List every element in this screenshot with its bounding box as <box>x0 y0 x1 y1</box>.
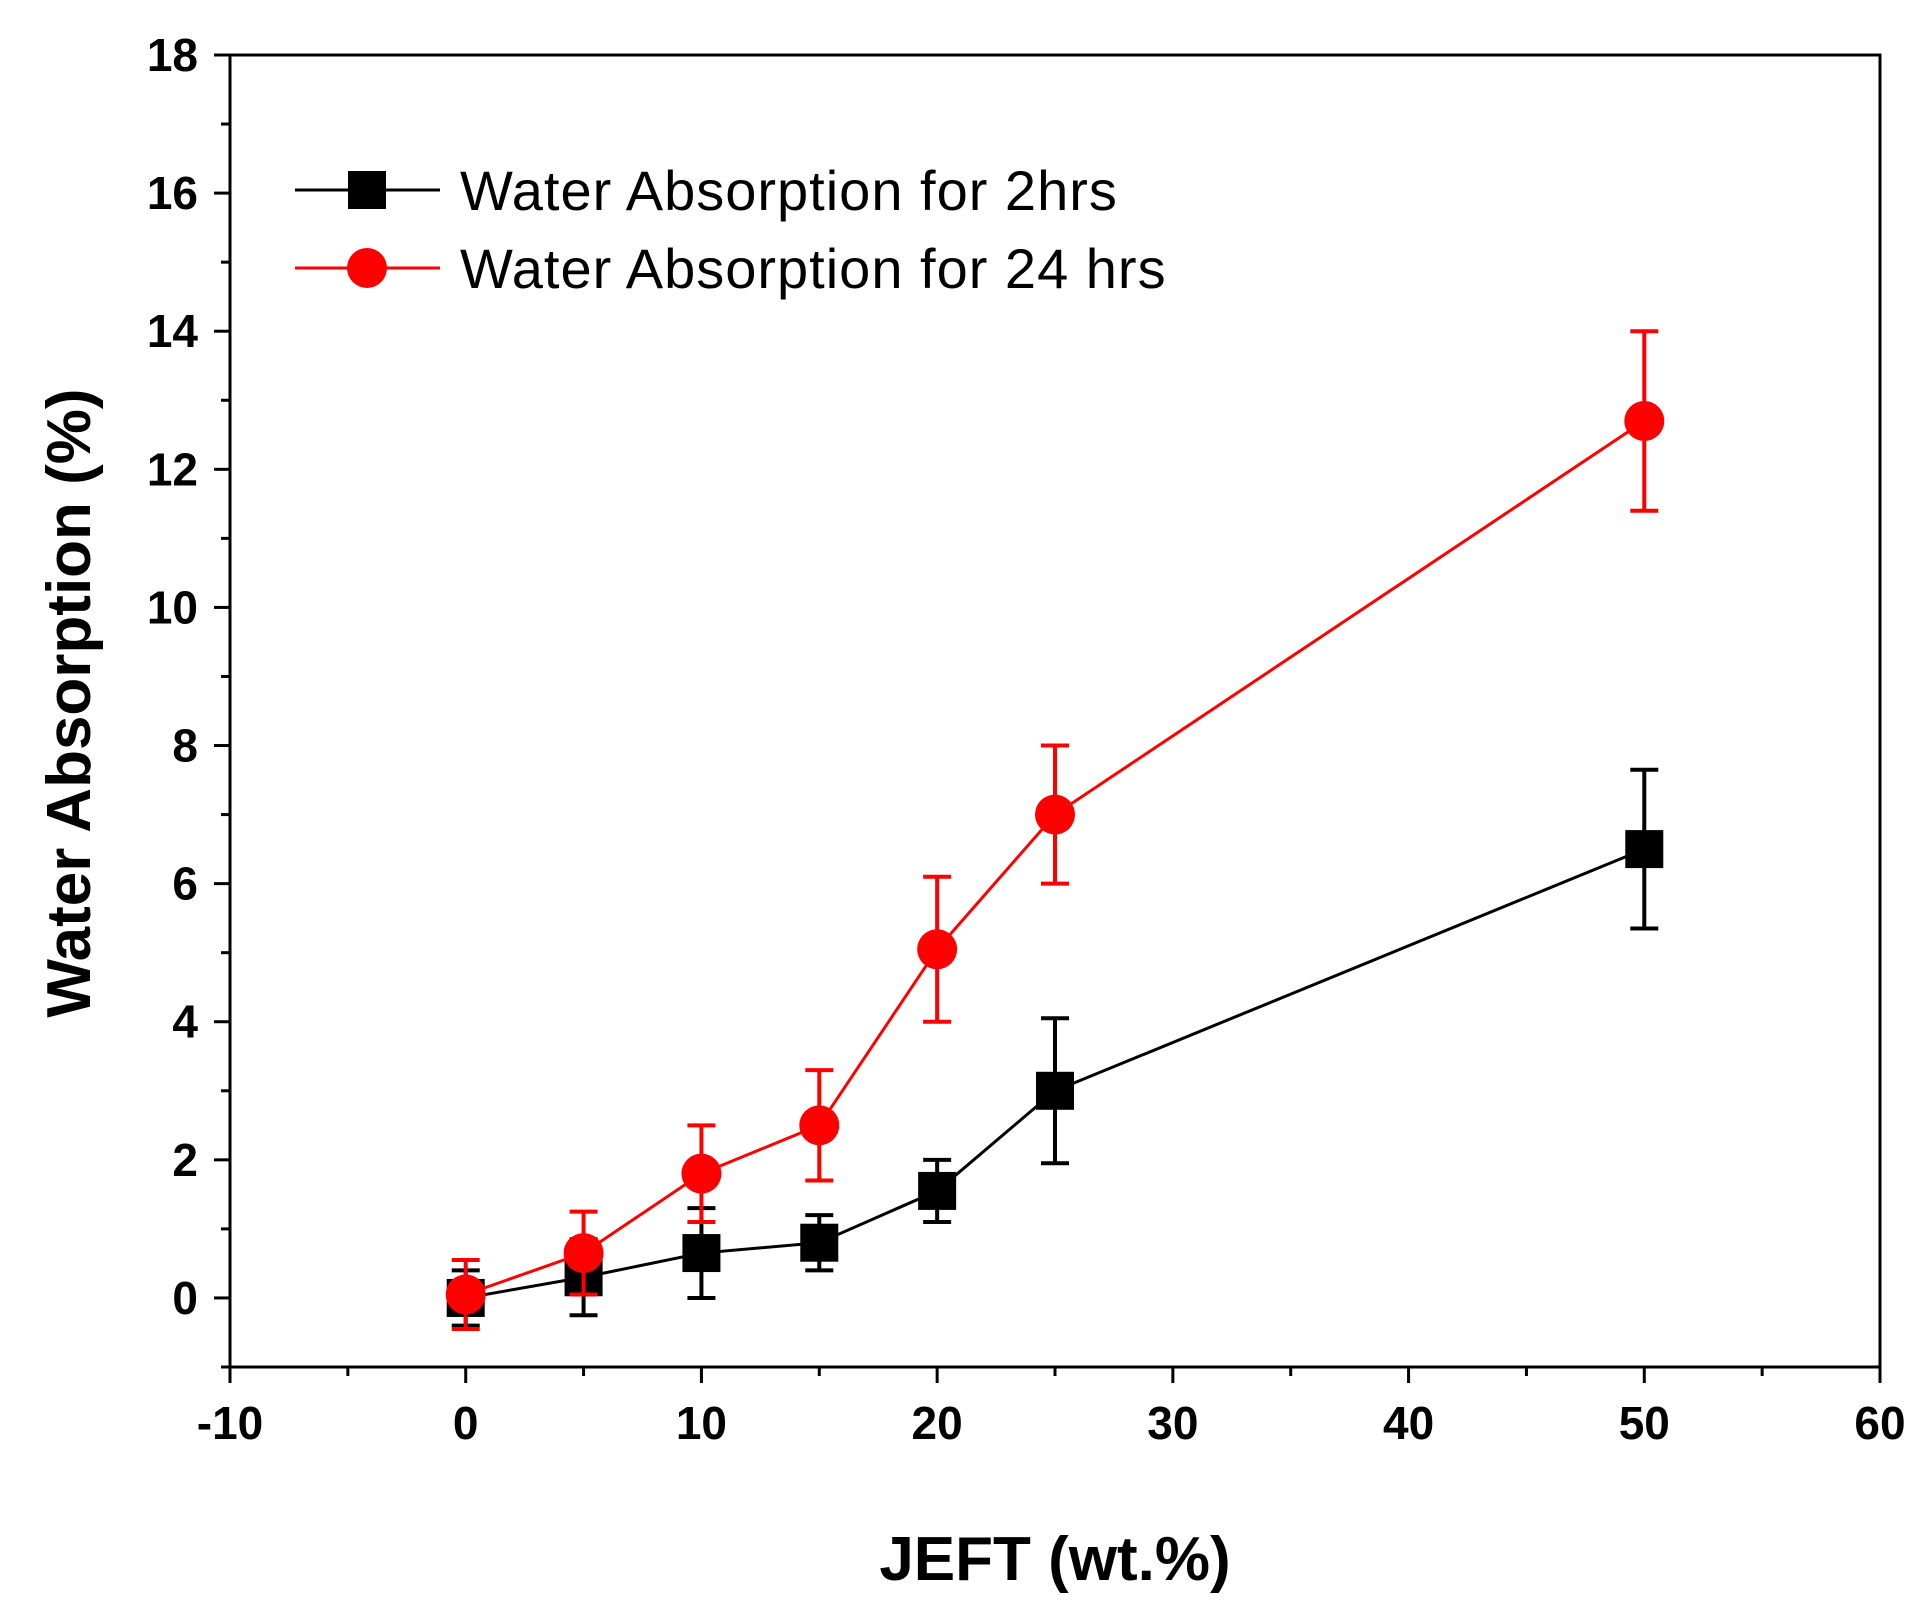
data-point-circle <box>681 1153 722 1194</box>
data-point-circle <box>917 929 958 970</box>
plot-area: -10 0 10 20 30 40 50 60 0 2 4 6 8 10 12 14 16 18 Water Abs… <box>147 29 1906 1449</box>
y-tick-label: 0 <box>172 1272 198 1324</box>
x-tick-label: 30 <box>1147 1397 1198 1449</box>
data-point-circle <box>1624 400 1665 441</box>
x-tick-label: 20 <box>912 1397 963 1449</box>
legend-marker-circle <box>347 248 387 288</box>
legend-label-1: Water Absorption for 2hrs <box>460 159 1118 222</box>
data-point-square <box>800 1223 839 1262</box>
x-axis-title: JEFT (wt.%) <box>879 1525 1230 1594</box>
y-tick-label: 4 <box>172 996 198 1048</box>
x-tick-label: 10 <box>676 1397 727 1449</box>
data-point-circle <box>1035 794 1075 835</box>
y-tick-label: 14 <box>147 305 199 357</box>
data-point-circle <box>563 1233 604 1274</box>
y-tick-label: 10 <box>147 581 198 633</box>
legend-marker-square <box>348 171 386 209</box>
data-point-square <box>1036 1071 1074 1110</box>
y-tick-label: 6 <box>172 858 198 910</box>
y-tick-label: 18 <box>147 29 198 81</box>
x-tick-label: 50 <box>1619 1397 1670 1449</box>
x-tick-label: 0 <box>453 1397 479 1449</box>
x-tick-label: -10 <box>197 1397 263 1449</box>
y-axis-title: Water Absorption (%) <box>35 388 104 1017</box>
y-tick-label: 12 <box>147 443 198 495</box>
data-point-square <box>1625 830 1664 869</box>
y-tick-label: 16 <box>147 167 198 219</box>
data-point-square <box>682 1234 721 1273</box>
x-tick-label: 60 <box>1854 1397 1905 1449</box>
data-point-circle <box>445 1274 486 1315</box>
x-tick-label: 40 <box>1383 1397 1434 1449</box>
data-point-circle <box>799 1105 840 1146</box>
y-tick-label: 8 <box>172 720 198 772</box>
data-point-square <box>918 1171 957 1210</box>
y-tick-label: 2 <box>172 1134 198 1186</box>
legend-label-2: Water Absorption for 24 hrs <box>460 237 1167 300</box>
